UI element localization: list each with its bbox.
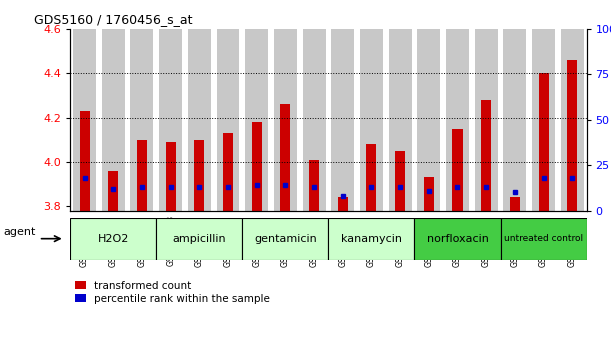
Bar	[73, 29, 96, 211]
Legend: transformed count, percentile rank within the sample: transformed count, percentile rank withi…	[76, 281, 270, 304]
Text: agent: agent	[4, 227, 36, 237]
Bar	[331, 29, 354, 211]
Bar	[329, 218, 414, 260]
Bar	[137, 140, 147, 211]
Bar	[274, 29, 297, 211]
Bar	[156, 218, 243, 260]
Bar	[500, 218, 587, 260]
Bar	[360, 29, 383, 211]
Bar	[102, 29, 125, 211]
Bar	[108, 171, 119, 211]
Text: gentamicin: gentamicin	[254, 234, 316, 244]
Text: ampicillin: ampicillin	[172, 234, 226, 244]
Bar	[503, 29, 526, 211]
Bar	[194, 140, 204, 211]
Bar	[424, 178, 434, 211]
Bar	[223, 133, 233, 211]
Bar	[159, 29, 182, 211]
Bar	[188, 29, 211, 211]
Text: untreated control: untreated control	[504, 234, 583, 243]
Bar	[338, 197, 348, 211]
Bar	[417, 29, 441, 211]
Bar	[131, 29, 153, 211]
Bar	[538, 73, 549, 211]
Text: H2O2: H2O2	[98, 234, 129, 244]
Bar	[70, 218, 156, 260]
Bar	[475, 29, 497, 211]
Bar	[481, 100, 491, 211]
Bar	[414, 218, 500, 260]
Bar	[510, 197, 520, 211]
Bar	[453, 129, 463, 211]
Bar	[567, 60, 577, 211]
Text: kanamycin: kanamycin	[341, 234, 402, 244]
Text: norfloxacin: norfloxacin	[426, 234, 488, 244]
Bar	[302, 29, 326, 211]
Bar	[245, 29, 268, 211]
Bar	[216, 29, 240, 211]
Text: GDS5160 / 1760456_s_at: GDS5160 / 1760456_s_at	[34, 13, 192, 26]
Bar	[389, 29, 412, 211]
Bar	[79, 111, 90, 211]
Bar	[446, 29, 469, 211]
Bar	[243, 218, 328, 260]
Bar	[280, 104, 290, 211]
Bar	[395, 151, 405, 211]
Bar	[561, 29, 584, 211]
Bar	[166, 142, 176, 211]
Bar	[309, 160, 319, 211]
Bar	[532, 29, 555, 211]
Bar	[367, 144, 376, 211]
Bar	[252, 122, 262, 211]
